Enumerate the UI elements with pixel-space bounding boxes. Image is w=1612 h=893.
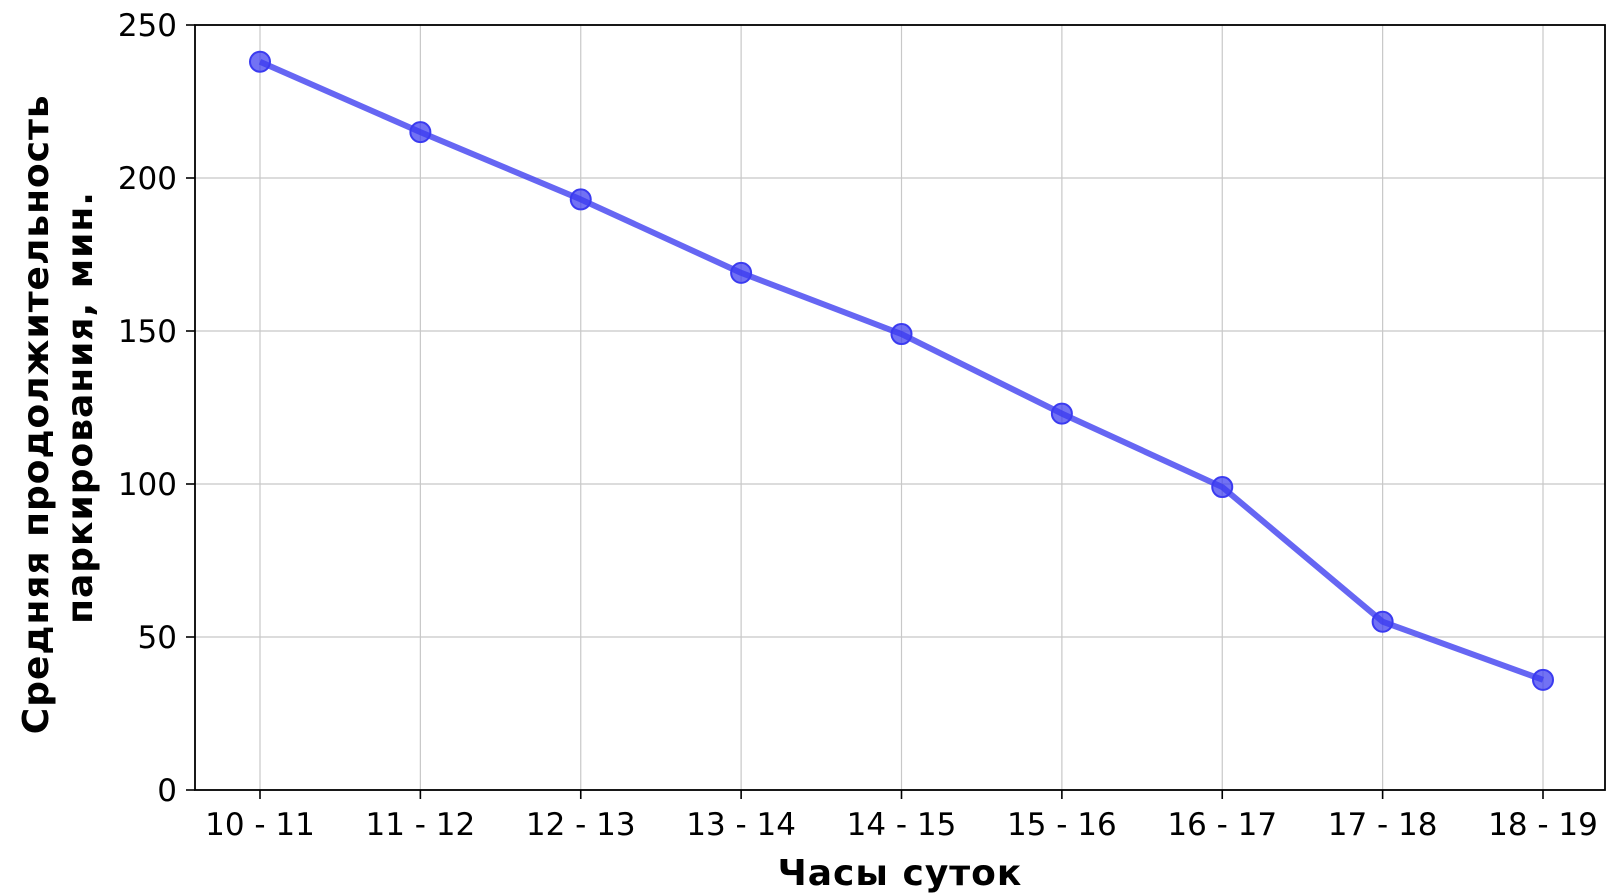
x-tick-label: 18 - 19 <box>1488 807 1598 843</box>
x-tick-label: 13 - 14 <box>686 807 796 843</box>
x-tick-label: 17 - 18 <box>1328 807 1438 843</box>
y-tick-label: 150 <box>118 314 177 350</box>
y-axis-title: Средняя продолжительность паркирования, … <box>16 81 101 734</box>
x-tick-label: 14 - 15 <box>847 807 957 843</box>
data-point <box>569 188 592 211</box>
y-axis-title-line-2: паркирования, мин. <box>60 191 101 624</box>
plot-frame <box>194 24 1606 791</box>
x-tick-label: 16 - 17 <box>1167 807 1277 843</box>
tick-labels: 10 - 11 11 - 12 12 - 13 13 - 14 14 - 15 15 - … <box>118 8 1598 843</box>
y-tick-label: 200 <box>118 161 177 197</box>
data-point <box>1532 668 1554 691</box>
data-point <box>1050 402 1073 425</box>
x-axis-title: Часы суток <box>778 853 1023 893</box>
data-point <box>409 121 432 144</box>
y-tick-label: 50 <box>138 620 177 656</box>
x-tick-label: 10 - 11 <box>205 807 315 843</box>
x-tick-label: 15 - 16 <box>1007 807 1117 843</box>
y-tick-label: 250 <box>118 8 177 44</box>
data-point <box>730 261 753 284</box>
data-point <box>1211 476 1234 499</box>
grid <box>195 24 1605 791</box>
data-point <box>249 50 271 73</box>
y-axis-title-line-1: Средняя продолжительность <box>16 94 57 734</box>
data-point <box>890 323 913 346</box>
axis-ticks <box>186 24 1544 799</box>
y-tick-label: 0 <box>157 773 177 809</box>
series-layer <box>249 50 1554 691</box>
data-point <box>1371 610 1394 633</box>
x-tick-label: 11 - 12 <box>365 807 475 843</box>
x-tick-label: 12 - 13 <box>526 807 636 843</box>
y-tick-label: 100 <box>118 467 177 503</box>
